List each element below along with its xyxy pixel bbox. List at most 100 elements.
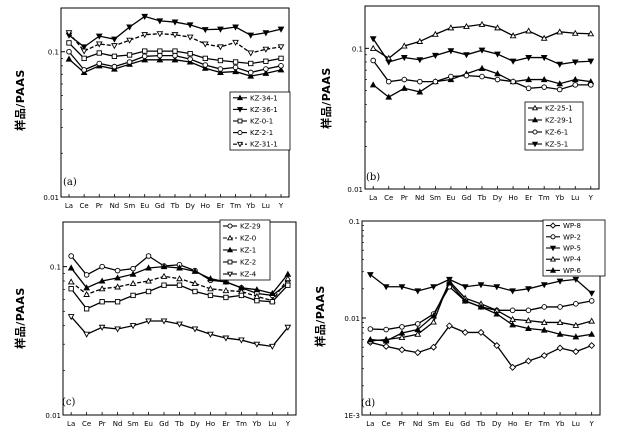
data-point — [130, 292, 136, 299]
data-point — [525, 27, 532, 34]
data-point — [83, 331, 90, 338]
data-point — [126, 24, 133, 31]
data-point — [369, 44, 377, 51]
data-point — [67, 314, 75, 321]
plot-frame — [364, 5, 600, 190]
data-point — [232, 59, 239, 65]
data-point — [414, 326, 422, 333]
data-point — [83, 272, 90, 278]
data-point — [83, 306, 90, 312]
data-point — [430, 284, 437, 291]
data-point — [588, 290, 596, 297]
data-point — [540, 318, 548, 325]
data-point — [141, 32, 149, 39]
legend-marker — [549, 245, 557, 252]
legend-entry: WP-6 — [563, 267, 582, 275]
data-point — [129, 279, 137, 287]
legend-marker — [549, 267, 557, 273]
data-point — [247, 32, 255, 39]
series-line — [68, 32, 282, 54]
series-WP-6 — [366, 279, 596, 344]
data-point — [176, 264, 183, 271]
data-point — [556, 80, 564, 87]
legend-entry: KZ-29-1 — [545, 117, 573, 125]
data-point — [186, 34, 194, 41]
data-point — [414, 330, 422, 337]
data-point — [217, 66, 224, 72]
data-point — [448, 73, 454, 80]
legend-entry: KZ-34-1 — [250, 94, 278, 102]
data-point — [141, 53, 148, 60]
legend: KZ-29 KZ-0 KZ-1 KZ-2 KZ-4 — [219, 219, 271, 281]
data-point — [524, 357, 532, 365]
data-point — [156, 56, 164, 63]
data-point — [509, 307, 516, 314]
data-point — [65, 30, 73, 37]
data-point — [463, 72, 470, 79]
data-point — [446, 279, 453, 286]
data-point — [202, 62, 209, 68]
data-point — [385, 93, 393, 100]
data-point — [263, 58, 269, 64]
data-point — [414, 321, 421, 327]
series-line — [372, 67, 591, 98]
data-point — [172, 52, 178, 59]
data-point — [66, 48, 72, 55]
data-point — [414, 288, 422, 295]
data-point — [556, 61, 564, 68]
data-point — [262, 30, 270, 37]
y-tick-label: 0.1 — [349, 218, 360, 226]
data-point — [238, 284, 245, 291]
data-point — [525, 317, 532, 324]
data-point — [176, 321, 183, 328]
legend-entry: WP-5 — [563, 245, 581, 253]
data-point — [366, 335, 374, 343]
data-point — [572, 82, 579, 88]
x-tick-label: Yb — [555, 420, 565, 428]
data-point — [385, 78, 392, 85]
x-tick-label: Dy — [190, 420, 200, 428]
data-point — [80, 48, 88, 55]
x-tick-label: Eu — [445, 420, 454, 428]
data-point — [129, 270, 137, 277]
x-tick-label: Tb — [477, 194, 487, 202]
x-tick-label: Yb — [554, 194, 564, 202]
data-point — [284, 324, 292, 331]
y-tick-label: 0.01 — [347, 186, 363, 194]
data-point — [494, 70, 501, 77]
data-point — [556, 318, 564, 325]
y-tick-label: 0.01 — [344, 315, 360, 323]
data-point — [95, 41, 103, 48]
x-tick-label: Tb — [170, 202, 180, 210]
data-point — [571, 76, 579, 83]
data-point — [493, 342, 501, 350]
data-point — [161, 282, 167, 288]
x-tick-label: Ce — [80, 202, 89, 210]
y-tick-label: 0.1 — [50, 264, 61, 272]
series-KZ-29-1 — [369, 64, 595, 100]
x-tick-label: Tm — [229, 202, 241, 210]
x-tick-label: Pr — [99, 420, 106, 428]
data-point — [223, 294, 229, 301]
y-tick-label: 0.01 — [45, 412, 61, 420]
panel-label: (b) — [366, 172, 380, 183]
data-point — [201, 41, 209, 48]
x-tick-label: Er — [217, 202, 224, 210]
data-point — [263, 66, 269, 72]
data-point — [509, 58, 517, 65]
data-point — [478, 20, 486, 27]
data-point — [247, 72, 255, 79]
data-point — [145, 264, 152, 271]
data-point — [416, 37, 424, 44]
x-tick-label: Y — [589, 420, 595, 428]
data-point — [430, 318, 437, 325]
data-point — [262, 46, 270, 53]
data-point — [572, 348, 580, 356]
data-point — [447, 24, 455, 31]
panel-label: (a) — [63, 177, 77, 188]
data-point — [556, 86, 563, 93]
x-tick-label: Y — [278, 202, 284, 210]
series-KZ-5-1 — [369, 36, 595, 68]
x-tick-label: Sm — [428, 420, 439, 428]
